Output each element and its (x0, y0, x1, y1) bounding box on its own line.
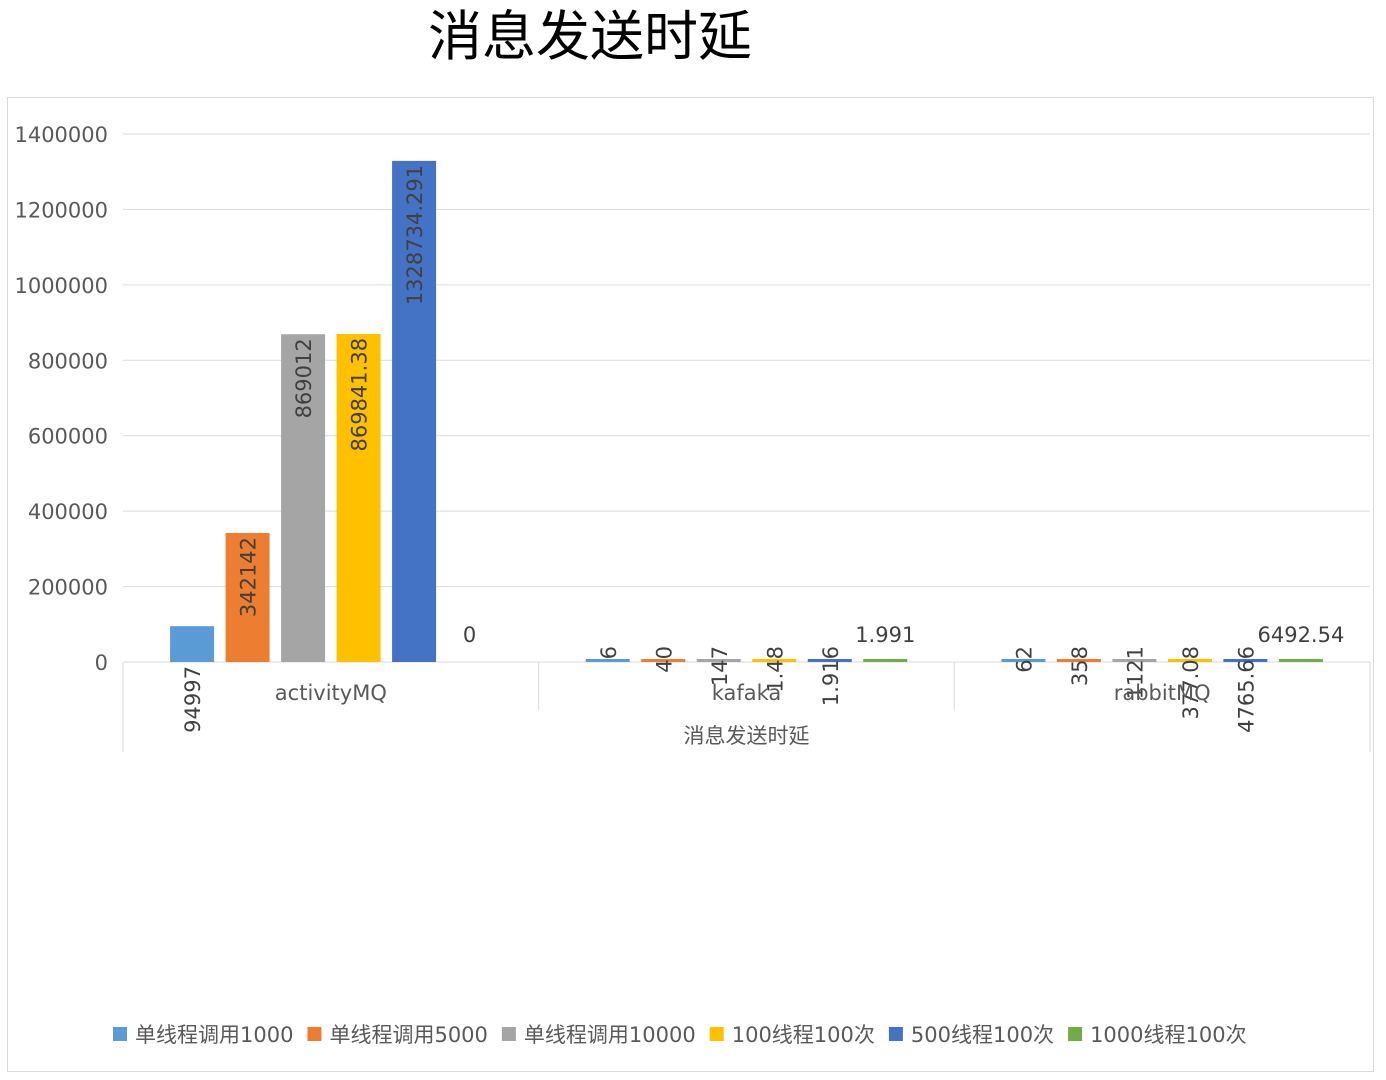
bar (696, 659, 741, 662)
data-label: 869012 (292, 338, 316, 418)
data-label: 1.48 (763, 646, 787, 693)
x-category-label: kafaka (712, 681, 782, 705)
bar (1001, 659, 1046, 662)
bar (1223, 659, 1268, 662)
bar (752, 659, 797, 662)
bar (336, 333, 381, 662)
data-label: 342142 (237, 537, 261, 617)
data-label: 62 (1012, 646, 1036, 673)
legend-swatch (501, 1027, 516, 1041)
bar (1167, 659, 1212, 662)
y-tick-label: 1400000 (14, 123, 108, 147)
data-label: 0 (463, 623, 476, 647)
legend-label: 500线程100次 (911, 1023, 1054, 1047)
legend-label: 100线程100次 (732, 1023, 875, 1047)
x-category-label: activityMQ (275, 681, 387, 705)
y-tick-label: 400000 (28, 500, 108, 524)
legend-swatch (113, 1027, 127, 1041)
bar (225, 532, 270, 662)
bar (281, 334, 326, 662)
legend-label: 单线程调用10000 (524, 1023, 696, 1047)
x-category-label: rabbitMQ (1114, 681, 1211, 705)
y-tick-label: 200000 (28, 576, 108, 600)
data-label: 869841.38 (348, 338, 372, 452)
bar (170, 626, 215, 662)
bar (585, 659, 630, 662)
x-axis-title: 消息发送时延 (684, 724, 810, 748)
y-tick-label: 800000 (28, 349, 108, 373)
data-label: 1328734.291 (403, 165, 427, 305)
legend-swatch (888, 1027, 903, 1041)
legend-label: 单线程调用5000 (329, 1023, 487, 1047)
data-label: 147 (708, 646, 732, 686)
y-tick-label: 1200000 (14, 198, 108, 222)
data-label: 377.08 (1179, 646, 1203, 719)
data-label: 40 (652, 646, 676, 673)
bar (1278, 659, 1323, 662)
data-label: 358 (1068, 646, 1092, 686)
data-label: 6 (597, 646, 621, 659)
bar (1112, 659, 1157, 662)
bar (1056, 659, 1101, 662)
bar (863, 659, 908, 662)
y-tick-label: 1000000 (14, 274, 108, 298)
data-label: 1.916 (819, 646, 843, 706)
legend-swatch (307, 1027, 322, 1041)
data-label: 6492.54 (1257, 623, 1344, 647)
bar (392, 160, 437, 662)
bar (807, 659, 852, 662)
legend-swatch (709, 1027, 724, 1041)
chart-frame (7, 97, 1374, 1072)
legend-swatch (1068, 1027, 1083, 1041)
bar (641, 659, 686, 662)
data-label: 94997 (181, 666, 205, 733)
legend-label: 1000线程100次 (1090, 1023, 1247, 1047)
data-label: 4765.66 (1234, 646, 1258, 733)
y-tick-label: 0 (95, 651, 108, 675)
legend-label: 单线程调用1000 (135, 1023, 293, 1047)
data-label: 1121 (1123, 646, 1147, 699)
data-label: 1.991 (855, 623, 915, 647)
page-title: 消息发送时延 (428, 5, 752, 68)
y-tick-label: 600000 (28, 425, 108, 449)
